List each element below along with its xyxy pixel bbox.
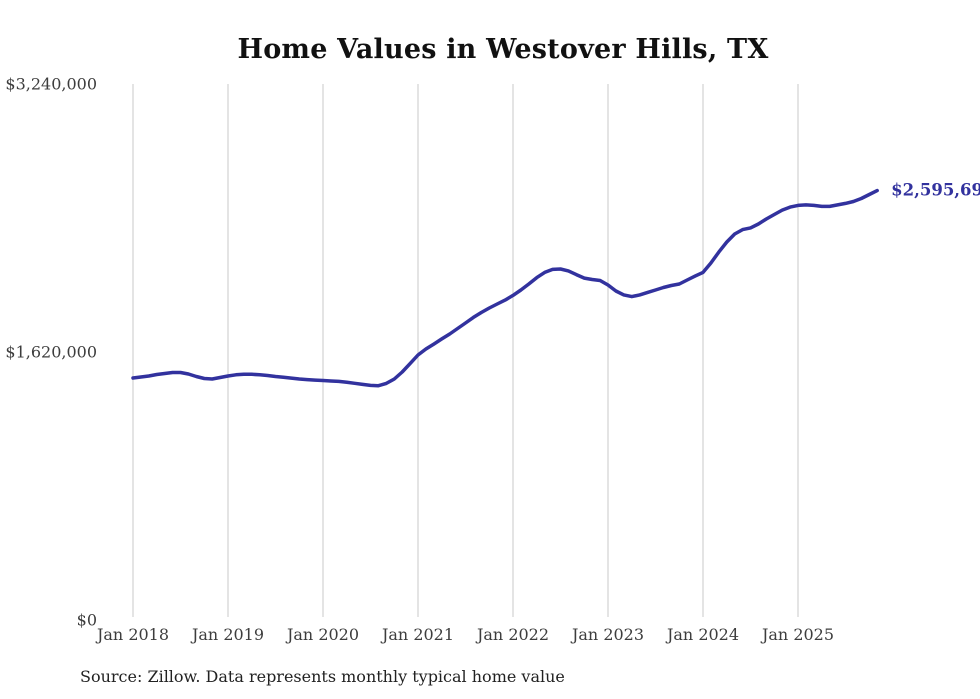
x-tick-label: Jan 2018 bbox=[95, 625, 169, 644]
y-tick-label: $3,240,000 bbox=[5, 75, 97, 94]
x-tick-label: Jan 2020 bbox=[285, 625, 359, 644]
source-note: Source: Zillow. Data represents monthly … bbox=[80, 667, 565, 686]
y-tick-label: $1,620,000 bbox=[5, 343, 97, 362]
x-tick-label: Jan 2025 bbox=[760, 625, 834, 644]
x-tick-label: Jan 2021 bbox=[380, 625, 454, 644]
y-tick-label: $0 bbox=[77, 611, 97, 630]
gridlines bbox=[132, 84, 799, 617]
y-axis-tick-labels: $0 $1,620,000 $3,240,000 bbox=[5, 75, 97, 630]
x-tick-label: Jan 2024 bbox=[665, 625, 739, 644]
home-value-line bbox=[131, 188, 879, 388]
x-axis-tick-labels: Jan 2018 Jan 2019 Jan 2020 Jan 2021 Jan 2022… bbox=[95, 625, 834, 644]
chart-title: Home Values in Westover Hills, TX bbox=[237, 34, 769, 65]
x-tick-label: Jan 2023 bbox=[570, 625, 644, 644]
x-tick-label: Jan 2022 bbox=[475, 625, 549, 644]
x-tick-label: Jan 2019 bbox=[190, 625, 264, 644]
current-value-label: $2,595,692 bbox=[891, 181, 980, 200]
